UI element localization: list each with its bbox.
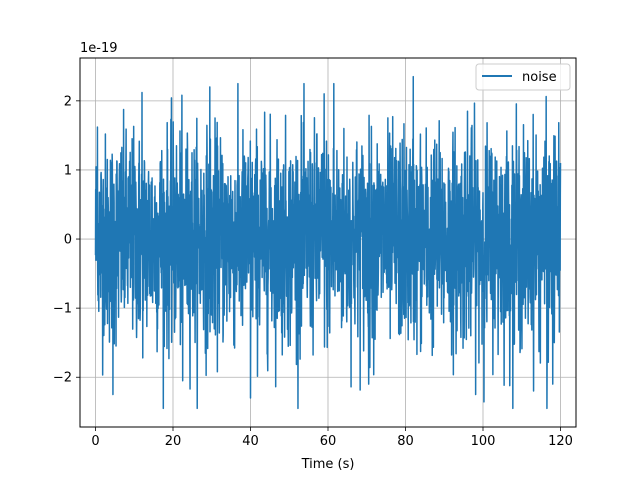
x-tick-label: 100 — [471, 434, 496, 449]
x-tick-label: 20 — [165, 434, 182, 449]
series-line-noise — [94, 75, 562, 410]
y-tick-label: −2 — [53, 371, 72, 386]
x-tick-label: 120 — [548, 434, 573, 449]
x-axis-label: Time (s) — [301, 457, 355, 472]
y-tick-label: 0 — [64, 233, 72, 248]
x-tick-label: 60 — [320, 434, 337, 449]
y-tick-label: −1 — [53, 302, 72, 317]
x-tick-label: 40 — [242, 434, 259, 449]
series-layer — [94, 75, 562, 410]
ticks-layer: 0 20 40 60 80 100 120 −2 −1 0 1 2 — [53, 94, 573, 449]
y-tick-label: 1 — [64, 163, 72, 178]
legend: noise — [475, 63, 571, 91]
x-tick-label: 0 — [91, 434, 99, 449]
legend-label-noise: noise — [522, 70, 557, 85]
legend-box — [475, 63, 571, 91]
y-offset-text: 1e-19 — [80, 41, 118, 56]
x-tick-label: 80 — [397, 434, 414, 449]
y-tick-label: 2 — [64, 94, 72, 109]
